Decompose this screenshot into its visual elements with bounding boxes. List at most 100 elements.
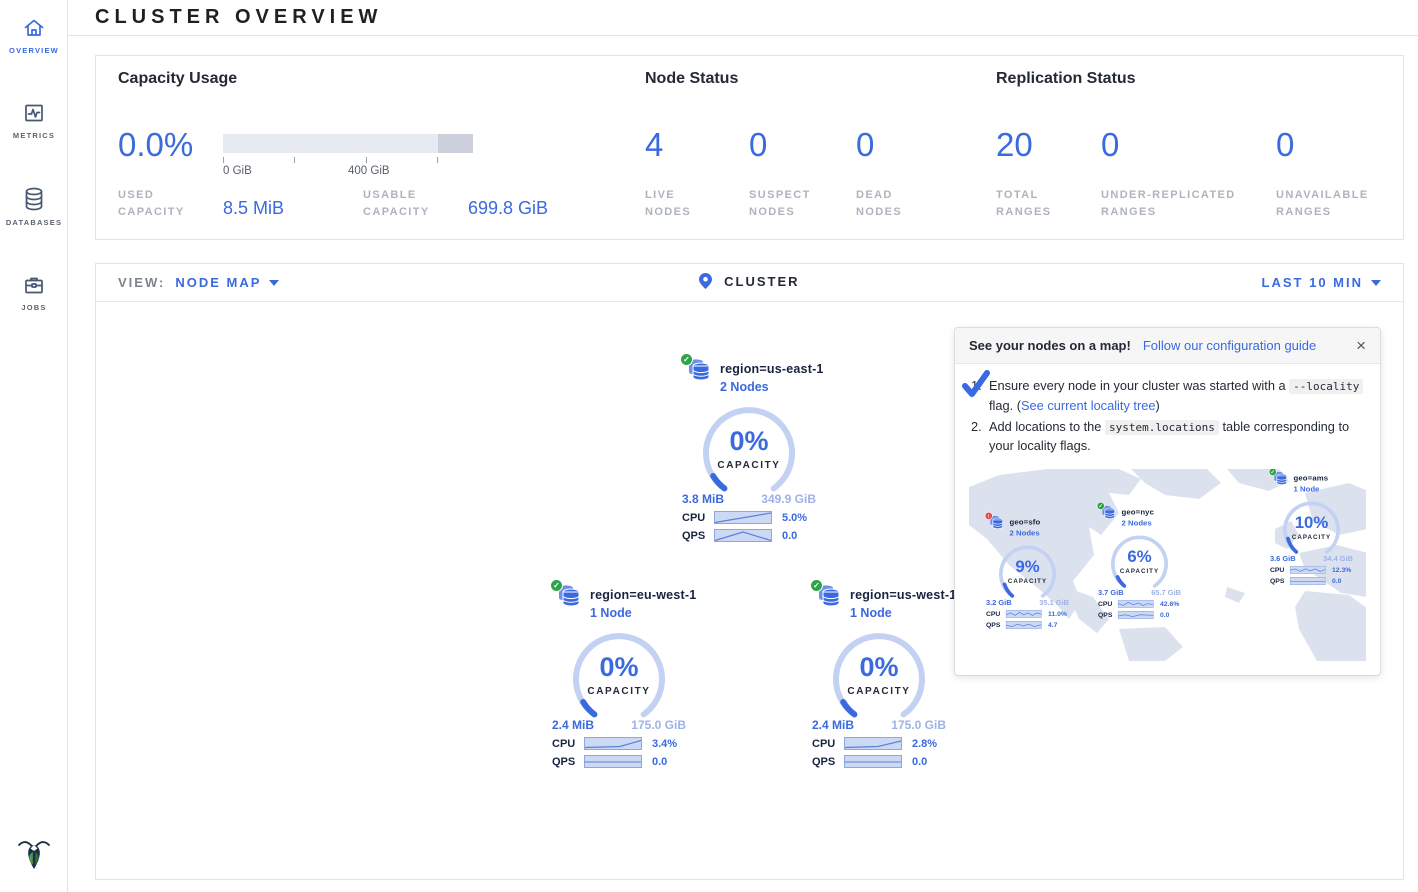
suspect-nodes-label: SUSPECT NODES <box>749 189 811 219</box>
node-count-label: 1 Node <box>850 606 892 620</box>
healthy-status-icon: ✓ <box>810 579 823 592</box>
mini-node-count: 1 Node <box>1293 485 1320 494</box>
capacity-gauge: 0% CAPACITY <box>700 404 798 492</box>
node-used-capacity: 3.8 MiB <box>682 492 725 506</box>
home-icon <box>0 16 68 40</box>
main-content: CLUSTER OVERVIEW Capacity Usage 0.0% 0 G… <box>68 0 1418 892</box>
node-total-capacity: 349.9 GiB <box>761 492 816 506</box>
qps-value: 0.0 <box>912 755 928 768</box>
sidebar-item-label: JOBS <box>21 303 47 312</box>
node-count-label: 1 Node <box>590 606 632 620</box>
total-ranges-value: 20 <box>996 126 1033 163</box>
dead-nodes-value: 0 <box>856 126 875 163</box>
node-marker-eu-west-1[interactable]: ✓ region=eu-west-1 1 Node <box>544 579 697 768</box>
sidebar-item-databases[interactable]: DATABASES <box>0 170 68 227</box>
qps-sparkline <box>584 755 642 768</box>
capacity-percent-value: 0% <box>599 652 639 682</box>
database-stack-icon <box>1100 505 1116 529</box>
sidebar-item-overview[interactable]: OVERVIEW <box>0 0 68 55</box>
under-replicated-label: UNDER-REPLICATED RANGES <box>1101 189 1236 219</box>
qps-label: QPS <box>552 755 576 768</box>
mini-node-marker-sfo: ! geo=sfo 2 Nodes <box>984 512 1070 630</box>
qps-label: QPS <box>682 529 706 542</box>
usable-capacity-label: USABLE CAPACITY <box>363 189 430 219</box>
node-total-capacity: 175.0 GiB <box>891 718 946 732</box>
popup-header: See your nodes on a map! Follow our conf… <box>955 328 1380 364</box>
healthy-status-icon: ✓ <box>680 353 693 366</box>
map-configuration-popup: See your nodes on a map! Follow our conf… <box>954 327 1381 677</box>
unavailable-ranges-value: 0 <box>1276 126 1295 163</box>
qps-sparkline <box>844 755 902 768</box>
mini-node-count: 2 Nodes <box>1009 529 1040 538</box>
time-range-selector[interactable]: LAST 10 MIN <box>1262 275 1381 290</box>
sidebar-item-jobs[interactable]: JOBS <box>0 257 68 312</box>
map-preview: ! geo=sfo 2 Nodes <box>969 469 1366 662</box>
database-stack-icon <box>686 358 712 396</box>
capacity-gauge-label: CAPACITY <box>717 460 781 471</box>
mini-node-marker-nyc: ✓ geo=nyc 2 Nodes <box>1096 502 1182 620</box>
node-status-title: Node Status <box>645 70 739 87</box>
capacity-tick-400: 400 GiB <box>348 165 390 177</box>
mini-node-geo-label: geo=sfo <box>1009 517 1041 527</box>
chevron-down-icon <box>269 279 280 286</box>
summary-panel: Capacity Usage 0.0% 0 GiB 400 GiB USED C… <box>95 55 1404 240</box>
sidebar-item-metrics[interactable]: METRICS <box>0 85 68 140</box>
capacity-gauge-label: CAPACITY <box>847 686 911 697</box>
sidebar-item-label: DATABASES <box>5 218 63 227</box>
qps-label: QPS <box>812 755 836 768</box>
under-replicated-value: 0 <box>1101 126 1120 163</box>
database-stack-icon <box>988 515 1004 539</box>
total-ranges-label: TOTAL RANGES <box>996 189 1052 219</box>
metrics-icon <box>0 101 68 125</box>
step-done-check-icon <box>961 370 991 405</box>
view-selector[interactable]: NODE MAP <box>175 275 280 290</box>
capacity-usage-title: Capacity Usage <box>118 70 238 87</box>
mini-capacity-percent: 9% <box>1015 557 1040 577</box>
live-nodes-label: LIVE NODES <box>645 189 692 219</box>
step-1: 1. Ensure every node in your cluster was… <box>962 370 1366 415</box>
node-region-label: region=eu-west-1 <box>590 588 697 602</box>
close-icon[interactable]: × <box>1356 336 1366 355</box>
cpu-value: 5.0% <box>782 511 808 524</box>
database-stack-icon <box>816 584 842 622</box>
jobs-icon <box>0 273 68 297</box>
capacity-gauge-label: CAPACITY <box>587 686 651 697</box>
capacity-gauge: 0% CAPACITY <box>830 630 928 718</box>
capacity-gauge: 0% CAPACITY <box>570 630 668 718</box>
world-map-graphic <box>969 469 1366 662</box>
cpu-value: 2.8% <box>912 737 938 750</box>
mini-node-count: 2 Nodes <box>1121 519 1152 528</box>
cpu-label: CPU <box>552 737 576 750</box>
suspect-nodes-value: 0 <box>749 126 768 163</box>
live-nodes-value: 4 <box>645 126 664 163</box>
usable-capacity-value: 699.8 GiB <box>468 198 549 218</box>
cpu-sparkline <box>714 511 772 524</box>
location-pin-icon <box>699 273 718 292</box>
configuration-guide-link[interactable]: Follow our configuration guide <box>1142 338 1317 353</box>
popup-steps: 1. Ensure every node in your cluster was… <box>955 364 1380 465</box>
page-header: CLUSTER OVERVIEW <box>68 0 1418 36</box>
used-capacity-label: USED CAPACITY <box>118 189 185 219</box>
node-map-panel: VIEW: NODE MAP CLUSTER LAST 10 MIN ✓ <box>95 263 1404 880</box>
cpu-label: CPU <box>682 511 706 524</box>
node-total-capacity: 175.0 GiB <box>631 718 686 732</box>
node-marker-us-west-1[interactable]: ✓ region=us-west-1 1 Node <box>804 579 956 768</box>
unavailable-ranges-label: UNAVAILABLE RANGES <box>1276 189 1369 219</box>
mini-capacity-percent: 10% <box>1294 513 1329 533</box>
sidebar-item-label: METRICS <box>12 131 56 140</box>
dead-nodes-label: DEAD NODES <box>856 189 903 219</box>
chevron-down-icon <box>1371 279 1381 286</box>
locality-tree-link[interactable]: See current locality tree <box>1021 397 1156 413</box>
cpu-sparkline <box>844 737 902 750</box>
node-marker-us-east-1[interactable]: ✓ region=us-east-1 2 Nodes <box>674 353 824 542</box>
qps-value: 0.0 <box>782 529 798 542</box>
capacity-bar <box>223 134 473 153</box>
node-used-capacity: 2.4 MiB <box>552 718 595 732</box>
sidebar: OVERVIEW METRICS DATABASES JOBS <box>0 0 68 892</box>
node-map-area: ✓ region=us-east-1 2 Nodes <box>96 302 1403 880</box>
mini-node-marker-ams: ✓ geo=ams 1 Node <box>1268 469 1354 586</box>
capacity-tick-0: 0 GiB <box>223 165 252 177</box>
qps-value: 0.0 <box>652 755 668 768</box>
capacity-percent-value: 0% <box>859 652 899 682</box>
cpu-label: CPU <box>812 737 836 750</box>
